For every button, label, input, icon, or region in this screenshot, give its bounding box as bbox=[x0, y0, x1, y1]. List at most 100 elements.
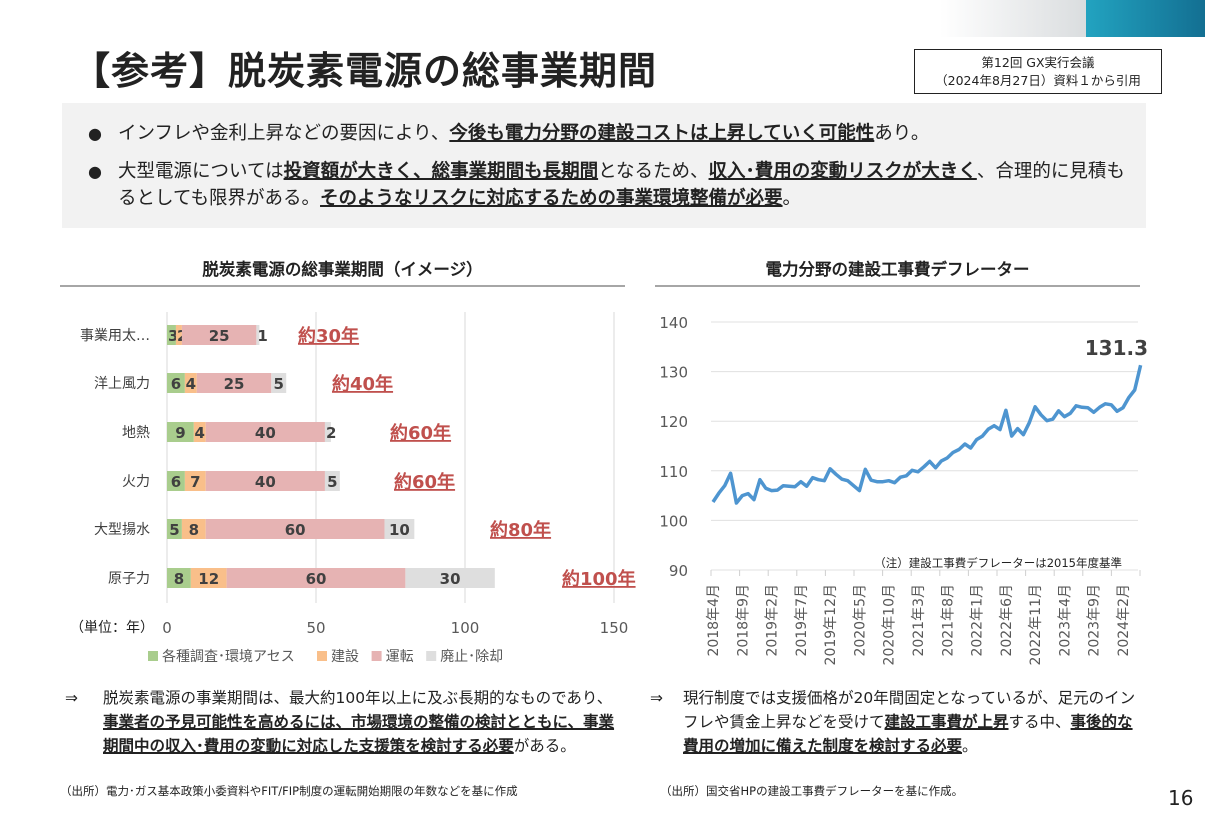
page-number: 16 bbox=[1168, 786, 1194, 810]
total-duration-label: 約30年 bbox=[298, 325, 359, 347]
text-segment: する中、 bbox=[1008, 713, 1071, 731]
bar-segment bbox=[226, 568, 406, 588]
text-segment: 、合理的に見積もるとしても限界がある。 bbox=[118, 161, 1125, 209]
total-duration-label: 約60年 bbox=[394, 471, 455, 493]
bar-segment bbox=[193, 422, 206, 442]
bar-value-label: 40 bbox=[255, 424, 276, 442]
x-tick-label: 2023年9月 bbox=[1087, 584, 1103, 657]
note-arrow: ⇒ bbox=[65, 689, 78, 707]
emphasis-text: 収入･費用の変動リスクが大きく bbox=[708, 161, 977, 182]
text-segment: 脱炭素電源の事業期間は、最大約100年以上に及ぶ長期的なものであり、 bbox=[103, 689, 613, 707]
bar-segment bbox=[167, 325, 176, 345]
legend-swatch bbox=[148, 651, 158, 661]
y-tick-label: 140 bbox=[659, 314, 688, 332]
summary-bullet-2: 大型電源については投資額が大きく、総事業期間も長期間となるため、収入･費用の変動… bbox=[118, 158, 1133, 212]
bullet-icon: ● bbox=[88, 124, 102, 143]
bar-value-label: 7 bbox=[190, 473, 200, 491]
legend-swatch bbox=[426, 651, 437, 661]
last-value-label: 131.3 bbox=[1085, 336, 1148, 360]
text-segment: 大型電源については bbox=[118, 161, 284, 182]
bar-segment bbox=[324, 422, 331, 442]
bar-value-label: 2 bbox=[326, 424, 336, 442]
bar-value-label: 5 bbox=[327, 473, 337, 491]
bar-segment bbox=[205, 519, 385, 539]
x-tick-label: 2020年5月 bbox=[852, 584, 868, 657]
citation-line-1: 第12回 GX実行会議 bbox=[981, 55, 1095, 70]
x-tick-label: 2019年2月 bbox=[765, 584, 781, 657]
x-tick-label: 0 bbox=[162, 619, 172, 637]
bar-value-label: 25 bbox=[209, 327, 230, 345]
bar-value-label: 1 bbox=[257, 327, 267, 345]
text-segment: あり。 bbox=[874, 123, 930, 144]
bar-segment bbox=[184, 471, 206, 491]
bar-value-label: 3 bbox=[168, 327, 178, 345]
x-tick-label: 2021年8月 bbox=[940, 584, 956, 657]
divider bbox=[655, 285, 1140, 287]
bar-value-label: 9 bbox=[175, 424, 185, 442]
text-segment: となるため、 bbox=[598, 161, 709, 182]
bar-value-label: 10 bbox=[389, 521, 410, 539]
bar-value-label: 60 bbox=[306, 570, 327, 588]
legend-label: 各種調査･環境アセス bbox=[162, 649, 295, 665]
bar-value-label: 5 bbox=[169, 521, 179, 539]
bar-segment bbox=[190, 568, 227, 588]
y-tick-label: 100 bbox=[659, 512, 688, 530]
total-duration-label: 約100年 bbox=[562, 568, 636, 590]
x-tick-label: 2023年4月 bbox=[1057, 584, 1073, 657]
bar-value-label: 8 bbox=[189, 521, 199, 539]
bar-value-label: 30 bbox=[440, 570, 461, 588]
header-decoration bbox=[940, 0, 1090, 37]
category-label: 火力 bbox=[122, 474, 150, 490]
right-note: 現行制度では支援価格が20年間固定となっているが、足元のインフレや賃金上昇などを… bbox=[683, 686, 1148, 758]
citation-line-2: （2024年8月27日）資料１から引用 bbox=[935, 73, 1141, 88]
header-accent-bar bbox=[1086, 0, 1205, 37]
x-tick-label: 2022年11月 bbox=[1028, 584, 1044, 665]
bar-value-label: 6 bbox=[171, 473, 181, 491]
summary-bullet-1: インフレや金利上昇などの要因により、今後も電力分野の建設コストは上昇していく可能… bbox=[118, 120, 1138, 147]
emphasis-text: 建設工事費が上昇 bbox=[884, 713, 1009, 731]
legend-swatch bbox=[371, 651, 382, 661]
legend-label: 運転 bbox=[386, 649, 414, 665]
bar-segment bbox=[167, 568, 191, 588]
total-duration-label: 約60年 bbox=[390, 422, 451, 444]
bar-segment bbox=[181, 325, 257, 345]
text-segment: インフレや金利上昇などの要因により、 bbox=[118, 123, 450, 144]
bar-segment bbox=[271, 373, 287, 393]
bar-segment bbox=[196, 373, 272, 393]
emphasis-text: 事業者の予見可能性を高めるには、市場環境の整備の検討とともに、事業期間中の収入･… bbox=[103, 713, 615, 755]
y-tick-label: 120 bbox=[659, 413, 688, 431]
emphasis-text: 投資額が大きく、総事業期間も長期間 bbox=[283, 161, 599, 182]
x-tick-label: 2022年1月 bbox=[970, 584, 986, 657]
total-duration-label: 約80年 bbox=[490, 519, 551, 541]
duration-bar-chart: 050100150事業用太…32251約30年洋上風力64255約40年地熱94… bbox=[80, 312, 636, 665]
unit-label: （単位：年） bbox=[70, 620, 154, 636]
x-tick-label: 2020年10月 bbox=[882, 584, 898, 665]
bar-segment bbox=[205, 471, 325, 491]
text-segment: 。 bbox=[782, 188, 802, 209]
x-tick-label: 2019年7月 bbox=[794, 584, 810, 657]
chart-footnote: （注）建設工事費デフレーターは2015年度基準 bbox=[874, 556, 1122, 570]
x-tick-label: 2021年3月 bbox=[911, 584, 927, 657]
bar-value-label: 12 bbox=[198, 570, 219, 588]
bar-segment bbox=[184, 373, 197, 393]
x-tick-label: 2022年6月 bbox=[999, 584, 1015, 657]
divider bbox=[60, 285, 625, 287]
x-tick-label: 2018年4月 bbox=[706, 584, 722, 657]
y-tick-label: 110 bbox=[659, 463, 688, 481]
x-tick-label: 150 bbox=[600, 619, 629, 637]
category-label: 地熱 bbox=[122, 425, 150, 441]
x-tick-label: 2019年12月 bbox=[823, 584, 839, 665]
text-segment: 。 bbox=[962, 737, 978, 755]
category-label: 原子力 bbox=[108, 571, 150, 587]
bar-segment bbox=[324, 471, 340, 491]
emphasis-text: 事後的な費用の増加に備えた制度を検討する必要 bbox=[683, 713, 1133, 755]
page-title: 【参考】脱炭素電源の総事業期間 bbox=[72, 49, 658, 93]
right-source: （出所）国交省HPの建設工事費デフレーターを基に作成。 bbox=[660, 784, 964, 798]
citation-box: 第12回 GX実行会議 （2024年8月27日）資料１から引用 bbox=[914, 49, 1162, 94]
bar-value-label: 25 bbox=[224, 375, 245, 393]
x-tick-label: 100 bbox=[451, 619, 480, 637]
bar-value-label: 4 bbox=[186, 375, 196, 393]
bar-segment bbox=[167, 471, 185, 491]
text-segment: がある。 bbox=[513, 737, 576, 755]
left-source: （出所）電力･ガス基本政策小委資料やFIT/FIP制度の運転開始期限の年数などを… bbox=[60, 784, 518, 798]
